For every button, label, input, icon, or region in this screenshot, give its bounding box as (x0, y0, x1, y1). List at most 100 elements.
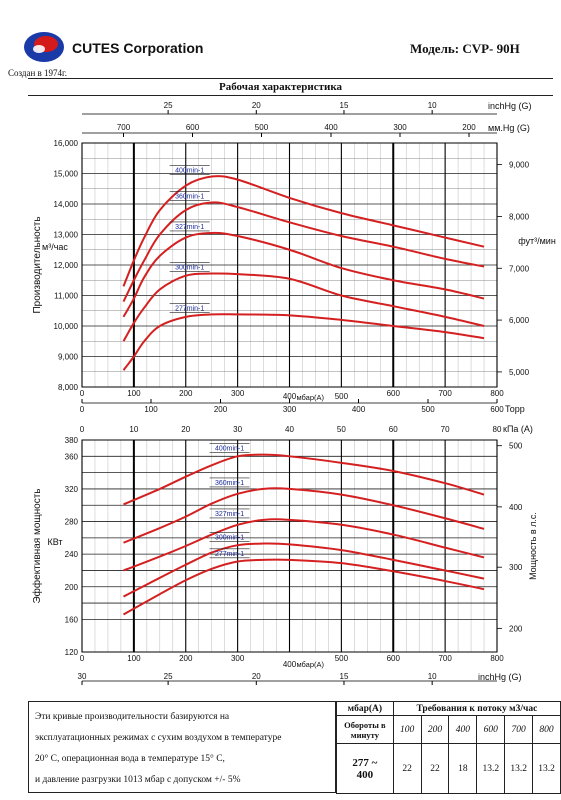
top-axis-mmhg-tick: 700 (117, 123, 131, 132)
requirements-table: мбар(А) Требования к потоку м3/час Оборо… (336, 701, 561, 794)
series-label: 300min-1 (215, 535, 244, 542)
req-pressure: 400 (448, 715, 478, 744)
y-tick-label: 120 (65, 648, 79, 657)
req-pressure: 700 (504, 715, 534, 744)
series-line (123, 487, 485, 544)
y-tick-label: 380 (65, 436, 79, 445)
series-line (123, 542, 485, 598)
x-tick-label: 100 (127, 654, 141, 663)
company-name: CUTES Corporation (72, 40, 204, 56)
y-right-tick-label: 8,000 (509, 212, 530, 221)
series-label: 360min-1 (215, 480, 244, 487)
series-label: 327min-1 (215, 511, 244, 518)
model-title: Модель: CVP- 90H (410, 41, 520, 56)
y-right-tick-label: 5,000 (509, 368, 530, 377)
note-line: эксплуатационных режимах с сухим воздухо… (35, 733, 282, 743)
series-line (122, 175, 485, 287)
x-tick-label: 800 (490, 389, 504, 398)
series-line (122, 313, 485, 371)
x-tick-label: 600 (387, 654, 401, 663)
flow-chart (81, 142, 502, 388)
x-tick-label: 300 (231, 389, 245, 398)
torr-axis-tick-label: 400 (352, 405, 366, 414)
notes-box: Эти кривые производительности базируются… (28, 701, 336, 793)
kpa-axis-tick-label: 80 (493, 425, 502, 434)
series-label: 400min-1 (175, 168, 204, 175)
x-tick-label: 500 (335, 654, 349, 663)
series-label: 327min-1 (175, 224, 204, 231)
y-right-tick-label: 7,000 (509, 264, 530, 273)
kpa-axis-tick-label: 70 (441, 425, 450, 434)
y-tick-label: 8,000 (58, 383, 79, 392)
power-chart (81, 439, 502, 653)
torr-axis-tick-label: 200 (214, 405, 228, 414)
y-right-axis-label: Мощность в л.с. (528, 512, 538, 580)
x-tick-label: 700 (438, 654, 452, 663)
y-right-axis-label: фут³/мин (518, 236, 556, 246)
series-label: 277min-1 (175, 305, 204, 312)
y-tick-label: 320 (65, 485, 79, 494)
x-tick-label: 400 (283, 660, 297, 669)
header-rule-top (28, 78, 553, 79)
torr-axis-tick-label: 0 (80, 405, 85, 414)
kpa-axis-tick-label: 0 (80, 425, 85, 434)
top-axis-mmhg-tick: 600 (186, 123, 200, 132)
req-pressure: 600 (476, 715, 506, 744)
note-line: 20° С, операционная вода в температуре 1… (35, 754, 225, 764)
bottom-inchhg-label: inchHg (G) (478, 672, 522, 682)
y-tick-label: 14,000 (54, 200, 79, 209)
y-tick-label: 13,000 (54, 231, 79, 240)
x-tick-label: 800 (490, 654, 504, 663)
top-axis-mmhg-tick: 400 (324, 123, 338, 132)
req-head-title: Требования к потоку м3/час (392, 701, 561, 716)
y-tick-label: 9,000 (58, 353, 79, 362)
y-right-tick-label: 9,000 (509, 161, 530, 170)
y-tick-label: 240 (65, 550, 79, 559)
y-tick-label: 200 (65, 583, 79, 592)
kpa-axis-tick-label: 30 (233, 425, 242, 434)
series-line (123, 518, 485, 572)
performance-charts: 8,000 9,000 10,000 11,000 12,000 13,000 14,000… (31, 101, 556, 685)
x-tick-label: 700 (438, 389, 452, 398)
x-axis-label: мбар(А) (296, 393, 324, 402)
series-line (122, 231, 485, 318)
company-logo (24, 32, 64, 62)
series-line (122, 272, 485, 342)
req-head-pressure: мбар(А) (336, 701, 394, 716)
y-tick-label: 160 (65, 615, 79, 624)
y-right-tick-label: 200 (509, 624, 523, 633)
y-tick-label: 15,000 (54, 170, 79, 179)
req-pressure: 100 (392, 715, 422, 744)
torr-axis-tick-label: 300 (283, 405, 297, 414)
y-right-tick-label: 6,000 (509, 316, 530, 325)
req-flow: 13.2 (504, 743, 534, 794)
torr-axis-tick-label: 100 (144, 405, 158, 414)
top-axis-inchhg-label: inchHg (G) (488, 101, 532, 111)
y-tick-label: 10,000 (54, 322, 79, 331)
series-line (123, 558, 485, 616)
x-tick-label: 100 (127, 389, 141, 398)
req-pressure: 800 (532, 715, 561, 744)
series-label: 400min-1 (215, 446, 244, 453)
torr-axis-label: Торр (505, 404, 525, 414)
kpa-axis-tick-label: 20 (181, 425, 190, 434)
chart-title: Рабочая характеристика (218, 81, 343, 93)
req-flow: 13.2 (476, 743, 506, 794)
series-line (122, 201, 485, 303)
x-tick-label: 400 (283, 392, 297, 401)
y-axis-label: Производительность (32, 216, 43, 313)
plot-frame (81, 439, 498, 653)
req-flow: 18 (448, 743, 478, 794)
y-axis-unit: м³/час (42, 242, 68, 252)
y-right-tick-label: 300 (509, 563, 523, 572)
x-tick-label: 300 (231, 654, 245, 663)
kpa-axis-label: кПа (A) (503, 424, 533, 434)
req-flow: 13.2 (532, 743, 561, 794)
x-tick-label: 0 (80, 654, 85, 663)
top-axis-inchhg-tick: 20 (252, 101, 261, 110)
series-label: 360min-1 (175, 193, 204, 200)
bottom-inchhg-tick-label: 25 (164, 672, 173, 681)
top-axis-mmhg-label: мм.Hg (G) (488, 123, 530, 133)
y-tick-label: 12,000 (54, 261, 79, 270)
x-tick-label: 600 (387, 389, 401, 398)
